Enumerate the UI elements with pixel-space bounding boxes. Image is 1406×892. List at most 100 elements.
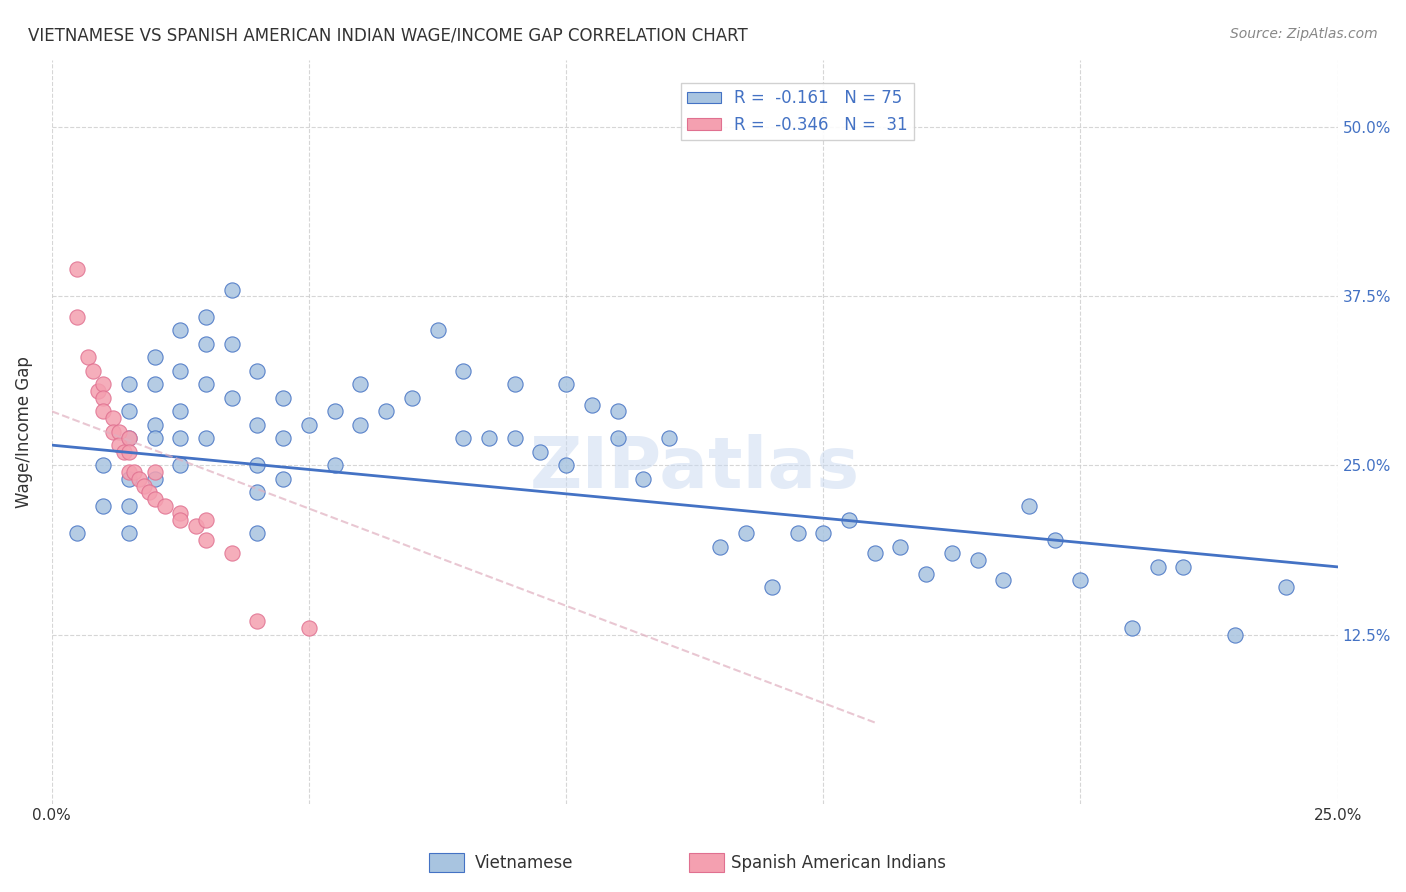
Point — [375, 404, 398, 418]
Point — [118, 377, 141, 392]
Point — [401, 391, 423, 405]
Point — [169, 458, 191, 473]
Point — [606, 431, 628, 445]
Point — [169, 512, 191, 526]
Point — [195, 431, 218, 445]
Point — [112, 445, 135, 459]
Point — [107, 438, 129, 452]
Point — [122, 465, 145, 479]
Point — [118, 445, 141, 459]
Point — [169, 404, 191, 418]
Point — [1069, 574, 1091, 588]
Point — [138, 485, 160, 500]
Point — [246, 417, 269, 432]
Point — [195, 533, 218, 547]
Point — [555, 377, 578, 392]
Point — [169, 364, 191, 378]
Point — [143, 431, 166, 445]
Point — [941, 546, 963, 560]
Point — [451, 431, 474, 445]
Point — [503, 431, 526, 445]
Point — [134, 479, 156, 493]
Point — [87, 384, 110, 398]
Point — [966, 553, 988, 567]
Point — [184, 519, 207, 533]
Point — [298, 621, 321, 635]
Point — [118, 431, 141, 445]
Point — [735, 526, 758, 541]
Point — [503, 377, 526, 392]
Point — [915, 566, 938, 581]
Point — [323, 458, 346, 473]
Point — [246, 458, 269, 473]
Point — [478, 431, 501, 445]
Point — [813, 526, 835, 541]
Point — [195, 377, 218, 392]
Point — [221, 391, 243, 405]
Point — [426, 323, 449, 337]
Point — [863, 546, 886, 560]
Point — [91, 458, 114, 473]
Text: Source: ZipAtlas.com: Source: ZipAtlas.com — [1230, 27, 1378, 41]
Point — [118, 526, 141, 541]
Point — [107, 425, 129, 439]
Point — [143, 465, 166, 479]
Point — [91, 499, 114, 513]
Point — [103, 425, 125, 439]
Point — [221, 336, 243, 351]
Point — [529, 445, 551, 459]
Point — [66, 262, 89, 277]
Point — [298, 417, 321, 432]
Point — [451, 364, 474, 378]
Point — [221, 283, 243, 297]
Point — [118, 472, 141, 486]
Point — [555, 458, 578, 473]
Point — [889, 540, 911, 554]
Point — [606, 404, 628, 418]
Point — [91, 377, 114, 392]
Point — [271, 472, 294, 486]
Point — [246, 614, 269, 628]
Point — [709, 540, 731, 554]
Point — [169, 323, 191, 337]
Point — [91, 391, 114, 405]
Point — [103, 411, 125, 425]
Point — [195, 336, 218, 351]
Point — [838, 512, 860, 526]
Point — [118, 431, 141, 445]
Point — [581, 398, 603, 412]
Point — [128, 472, 150, 486]
Point — [66, 526, 89, 541]
Point — [246, 485, 269, 500]
Text: ZIPatlas: ZIPatlas — [530, 434, 859, 503]
Point — [246, 526, 269, 541]
Point — [1018, 499, 1040, 513]
Point — [246, 364, 269, 378]
Point — [76, 350, 98, 364]
Point — [1043, 533, 1066, 547]
Point — [82, 364, 104, 378]
Point — [1223, 627, 1246, 641]
Point — [349, 377, 371, 392]
Point — [195, 310, 218, 324]
Point — [143, 472, 166, 486]
Point — [221, 546, 243, 560]
Point — [91, 404, 114, 418]
Point — [169, 431, 191, 445]
Point — [633, 472, 655, 486]
Point — [323, 404, 346, 418]
Text: Spanish American Indians: Spanish American Indians — [731, 854, 946, 871]
Point — [658, 431, 681, 445]
Point — [271, 391, 294, 405]
Point — [118, 465, 141, 479]
Point — [118, 499, 141, 513]
Point — [169, 506, 191, 520]
Point — [1146, 560, 1168, 574]
Point — [143, 350, 166, 364]
Text: Vietnamese: Vietnamese — [475, 854, 574, 871]
Point — [143, 492, 166, 507]
Point — [143, 377, 166, 392]
Point — [1121, 621, 1143, 635]
Point — [993, 574, 1015, 588]
Point — [118, 404, 141, 418]
